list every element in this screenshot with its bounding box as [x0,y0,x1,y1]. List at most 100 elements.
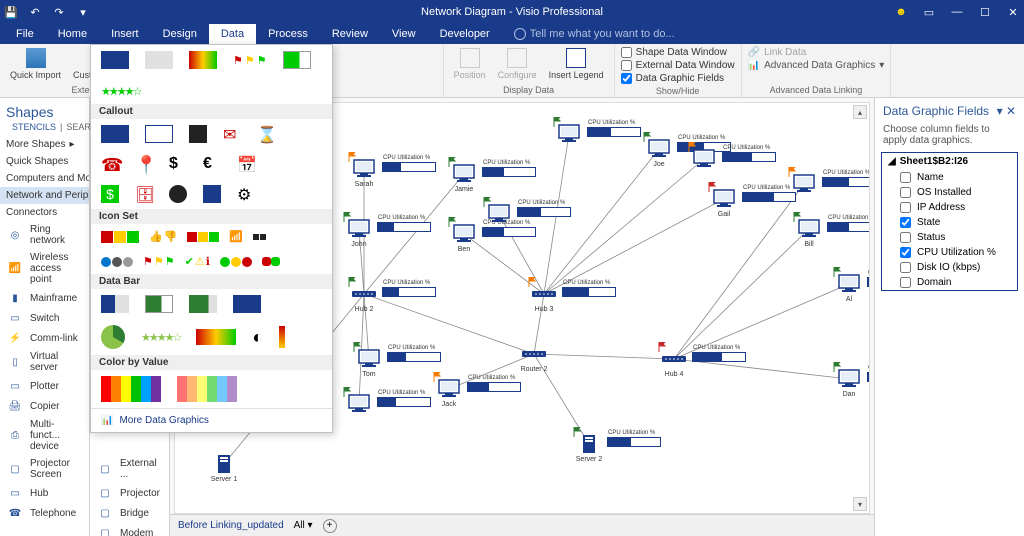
euro-icon[interactable]: € [203,155,221,173]
rp-dropdown-icon[interactable]: ▾ [997,104,1003,118]
save-icon[interactable]: 💾 [4,5,18,19]
tell-me[interactable]: Tell me what you want to do... [502,24,675,44]
dg-callout[interactable] [189,125,207,143]
more-data-graphics-button[interactable]: 📊More Data Graphics [91,408,332,432]
dg-flags[interactable]: ⚑⚑⚑ [233,54,267,67]
qat-dropdown-icon[interactable]: ▾ [76,5,90,19]
rp-field[interactable]: Disk IO (kbps) [882,260,1017,275]
node-bill[interactable]: Bill [795,218,823,248]
sheet-tab[interactable]: Before Linking_updated [178,520,284,531]
node-jack[interactable]: Jack [435,378,463,408]
dg-iconset[interactable]: 📶 [229,230,243,243]
node-server2[interactable]: Server 2 [575,433,603,463]
rp-field[interactable]: Domain [882,275,1017,290]
rp-field[interactable]: Name [882,170,1017,185]
server-icon[interactable] [203,185,221,203]
position-button[interactable]: Position [450,46,490,82]
scroll-up-button[interactable]: ▴ [853,105,867,119]
add-sheet-button[interactable]: + [323,519,337,533]
gear-icon[interactable]: ⚙ [237,185,255,203]
globe-icon[interactable] [169,185,187,203]
shape-item[interactable]: ▭Switch [0,308,89,328]
link-data-button[interactable]: 🔗 Link Data [748,46,885,59]
rp-field[interactable]: Status [882,230,1017,245]
shape-item[interactable]: ◎Ring network [0,221,89,249]
dg-databar[interactable] [145,295,173,313]
pin-icon[interactable]: 📍 [135,155,153,173]
dg-swatch[interactable] [283,51,311,69]
dg-iconset[interactable] [187,232,219,242]
tab-process[interactable]: Process [256,24,320,44]
undo-icon[interactable]: ↶ [28,5,42,19]
dg-swatch[interactable] [189,51,217,69]
node-joe[interactable]: Joe [645,138,673,168]
tab-data[interactable]: Data [209,24,256,44]
tab-view[interactable]: View [380,24,428,44]
rp-field[interactable]: IP Address [882,200,1017,215]
dg-callout[interactable] [101,125,129,143]
shape-item[interactable]: ⚡Comm-link [0,328,89,348]
shape-item[interactable]: ▭Plotter [0,376,89,396]
shape-item[interactable]: ▭Hub [0,483,89,503]
stencils-tab[interactable]: STENCILS [12,122,56,132]
dg-stars[interactable]: ★★★★☆ [141,331,180,344]
quick-shapes[interactable]: Quick Shapes [0,153,89,170]
minimize-icon[interactable]: — [950,5,964,19]
node-hub4[interactable]: Hub 4 [660,348,688,378]
thermo-icon[interactable] [279,326,285,348]
rp-field[interactable]: State [882,215,1017,230]
ribbon-options-icon[interactable]: ▭ [922,5,936,19]
database-icon[interactable]: 🗄 [135,185,153,203]
shape-item[interactable]: ▮Mainframe [0,288,89,308]
node-server1[interactable]: Server 1 [210,453,238,483]
dg-gradient[interactable] [196,329,236,345]
maximize-icon[interactable]: ☐ [978,5,992,19]
envelope-icon[interactable]: ✉ [223,125,241,143]
quick-import-button[interactable]: Quick Import [6,46,65,82]
dg-iconset[interactable] [262,257,280,266]
shape-item[interactable]: 📶Wireless access point [0,249,89,288]
dg-iconset[interactable]: ✔⚠ℹ [185,255,210,268]
tab-design[interactable]: Design [151,24,209,44]
rp-source[interactable]: ◢ Sheet1$B2:I26 [882,153,1017,170]
node-dan[interactable]: Dan [835,368,863,398]
external-data-check[interactable]: External Data Window [621,59,735,72]
node-al[interactable]: Al [835,273,863,303]
shape-item[interactable]: ▢Modem [90,523,169,536]
all-filter[interactable]: All ▾ [294,520,313,531]
dg-databar[interactable] [233,295,261,313]
configure-button[interactable]: Configure [494,46,541,82]
tab-review[interactable]: Review [320,24,380,44]
dollar-icon[interactable]: $ [169,155,187,173]
node-ben[interactable]: Ben [450,223,478,253]
dg-colorbar[interactable] [101,376,161,402]
dg-colorbar[interactable] [177,376,237,402]
adv-data-graphics-button[interactable]: 📊 Advanced Data Graphics ▾ [748,59,885,72]
tab-home[interactable]: Home [46,24,99,44]
node-tom[interactable]: Tom [355,348,383,378]
dg-iconset[interactable] [253,234,266,240]
close-icon[interactable]: ✕ [1006,5,1020,19]
tab-insert[interactable]: Insert [99,24,151,44]
dg-databar[interactable] [101,295,129,313]
dg-iconset[interactable]: 👍👎 [149,230,177,243]
rp-field[interactable]: OS Installed [882,185,1017,200]
rp-field[interactable]: CPU Utilization % [882,245,1017,260]
money-icon[interactable]: $ [101,185,119,203]
dg-databar[interactable] [189,295,217,313]
cat-network[interactable]: Network and Peripherals [0,187,89,204]
dg-pie[interactable] [101,325,125,349]
shape-data-check[interactable]: Shape Data Window [621,46,735,59]
data-graphic-check[interactable]: Data Graphic Fields [621,72,735,85]
shape-item[interactable]: 🖨Copier [0,396,89,416]
calendar-icon[interactable]: 📅 [237,155,255,173]
shape-item[interactable]: ▢Projector Screen [0,455,89,483]
dg-iconset[interactable] [101,231,139,243]
hourglass-icon[interactable]: ⌛ [257,125,275,143]
node-hub3[interactable]: Hub 3 [530,283,558,313]
tab-developer[interactable]: Developer [428,24,502,44]
node-hub2[interactable]: Hub 2 [350,283,378,313]
dg-stars[interactable]: ★★★★☆ [101,85,140,98]
node-sarah[interactable]: Sarah [350,158,378,188]
shape-item[interactable]: ⎙Multi-funct... device [0,416,89,455]
